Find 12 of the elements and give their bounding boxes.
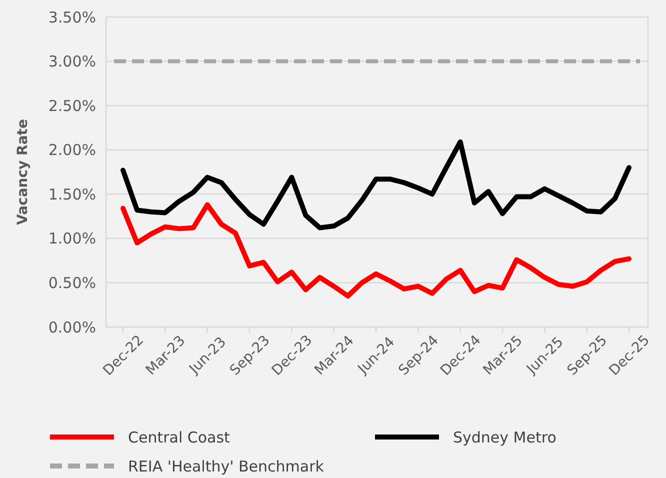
y-tick-label: 1.50% — [48, 185, 96, 204]
y-tick-label: 3.50% — [48, 8, 96, 26]
legend-label: Central Coast — [128, 428, 230, 446]
y-tick-label: 2.00% — [48, 141, 96, 160]
y-tick-label: 3.00% — [48, 52, 96, 71]
y-tick-label: 0.50% — [48, 274, 96, 292]
y-axis-title: Vacancy Rate — [15, 119, 31, 225]
legend-label: REIA 'Healthy' Benchmark — [128, 457, 324, 476]
y-tick-label: 1.00% — [48, 230, 96, 248]
y-tick-label: 0.00% — [48, 318, 96, 336]
y-tick-label: 2.50% — [48, 96, 96, 115]
legend-label: Sydney Metro — [453, 428, 556, 446]
